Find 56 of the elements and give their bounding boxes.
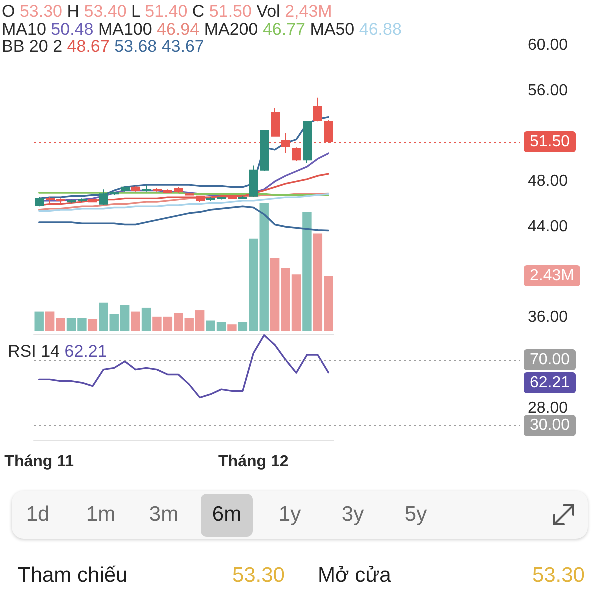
y-tick-label: 36.00 bbox=[528, 309, 568, 326]
candlestick bbox=[196, 196, 205, 203]
y-tick-label: 48.00 bbox=[528, 173, 568, 190]
candlestick bbox=[206, 197, 215, 202]
candlestick bbox=[313, 97, 322, 122]
candlestick bbox=[271, 108, 280, 137]
candlestick bbox=[99, 189, 108, 206]
candlestick bbox=[88, 199, 97, 203]
category-label: 1m bbox=[86, 503, 116, 527]
category-label: 5y bbox=[404, 503, 428, 527]
y-tick-label: 60.00 bbox=[528, 37, 568, 54]
ref-line-label: 51.50 bbox=[530, 134, 570, 151]
y-tick-label: 56.00 bbox=[528, 82, 568, 100]
candlestick bbox=[228, 196, 237, 200]
text: MA10 50.48 MA100 46.94 MA200 46.77 MA50 46.88 bbox=[2, 20, 402, 38]
bar bbox=[88, 319, 98, 331]
x-tick-label: Tháng 12 bbox=[218, 454, 289, 470]
candlestick bbox=[303, 121, 312, 164]
text: 53.30 bbox=[232, 564, 285, 588]
bar bbox=[131, 312, 140, 331]
bar bbox=[302, 212, 312, 331]
category-label: 1y bbox=[278, 503, 302, 527]
candlestick bbox=[110, 191, 119, 196]
candlestick bbox=[67, 199, 76, 204]
candlestick bbox=[142, 184, 151, 192]
candlestick bbox=[292, 147, 301, 162]
candlestick bbox=[78, 198, 87, 203]
bar bbox=[142, 308, 152, 331]
candlestick bbox=[174, 186, 183, 194]
bar bbox=[34, 312, 44, 331]
ref-line-label: 70.00 bbox=[530, 351, 570, 368]
text: Tham chiếu bbox=[18, 564, 128, 588]
text: Mở cửa bbox=[318, 564, 392, 588]
candlestick bbox=[185, 192, 194, 196]
y-tick-label: 44.00 bbox=[528, 218, 568, 236]
candlestick bbox=[131, 186, 140, 192]
line-series bbox=[38, 206, 330, 232]
x-tick-label: Tháng 11 bbox=[4, 454, 74, 470]
candlestick bbox=[238, 196, 247, 200]
text: O 53.30 H 53.40 L 51.40 C 51.50 Vol 2,43M bbox=[2, 2, 332, 21]
category-label: 3m bbox=[149, 503, 179, 527]
annotation: BB 20 2 48.67 53.68 43.67 bbox=[2, 37, 204, 56]
bar bbox=[228, 324, 237, 331]
candlestick bbox=[249, 165, 258, 198]
category-label: 1d bbox=[26, 503, 50, 527]
text: 62.21 bbox=[530, 374, 570, 392]
candlestick bbox=[121, 186, 130, 192]
category-label: 3y bbox=[342, 503, 364, 527]
text: 53.30 bbox=[532, 564, 585, 588]
candlestick bbox=[35, 197, 44, 208]
candlestick bbox=[260, 130, 269, 172]
annotation: RSI 14 62.21 bbox=[8, 342, 108, 361]
y-tick-label: 28.00 bbox=[528, 400, 568, 417]
ref-line-label: 30.00 bbox=[530, 417, 570, 434]
candlestick bbox=[217, 197, 226, 200]
category-label: 6m bbox=[212, 503, 242, 527]
